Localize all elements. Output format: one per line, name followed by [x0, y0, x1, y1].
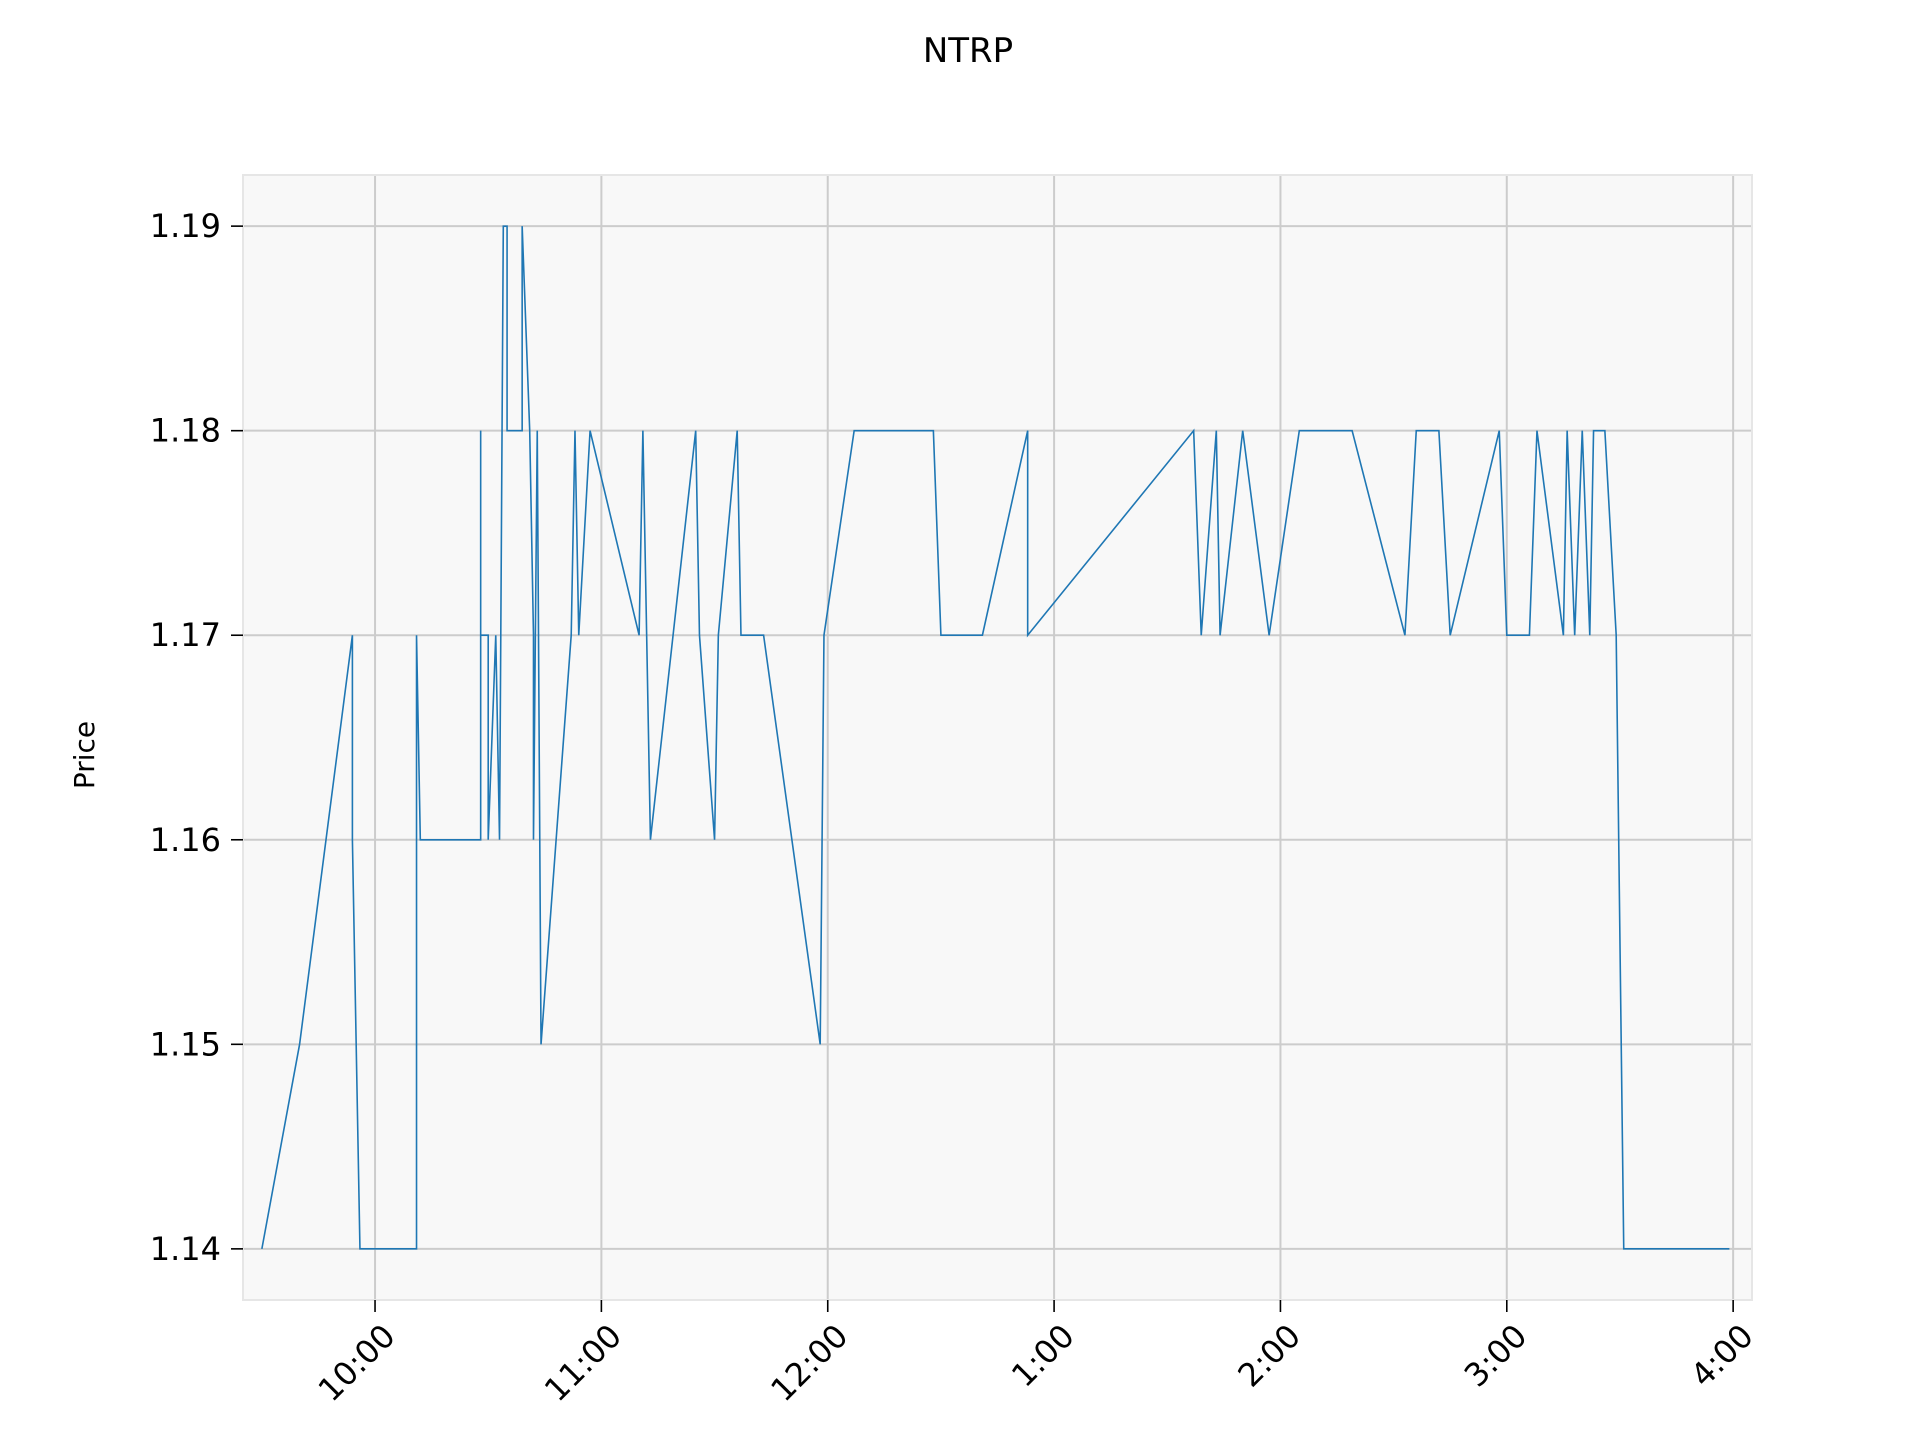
y-tick-label: 1.19 [150, 207, 221, 245]
grid-lines [243, 175, 1752, 1300]
x-tick-label: 1:00 [1004, 1317, 1082, 1395]
x-axis: 10:00 11:00 12:00 1:00 2:00 3:00 4:00 [311, 1300, 1761, 1409]
chart-title: NTRP [923, 31, 1013, 71]
x-tick-label: 10:00 [311, 1317, 403, 1409]
series-layer [261, 225, 1730, 1250]
plot-frame [242, 174, 1753, 1301]
y-tick-label: 1.14 [150, 1230, 221, 1268]
y-axis-label: Price [68, 721, 101, 789]
price-line [261, 225, 1730, 1250]
y-axis: 1.14 1.15 1.16 1.17 1.18 1.19 [150, 207, 243, 1268]
x-tick-label: 11:00 [537, 1317, 629, 1409]
x-tick-label: 2:00 [1230, 1317, 1308, 1395]
y-tick-label: 1.16 [150, 821, 221, 859]
plot-border [242, 174, 1753, 1301]
plot-area [243, 175, 1752, 1300]
y-tick-label: 1.15 [150, 1025, 221, 1063]
x-tick-label: 12:00 [763, 1317, 855, 1409]
x-tick-label: 3:00 [1457, 1317, 1535, 1395]
y-tick-label: 1.18 [150, 412, 221, 450]
y-tick-label: 1.17 [150, 616, 221, 654]
x-tick-label: 4:00 [1683, 1317, 1761, 1395]
